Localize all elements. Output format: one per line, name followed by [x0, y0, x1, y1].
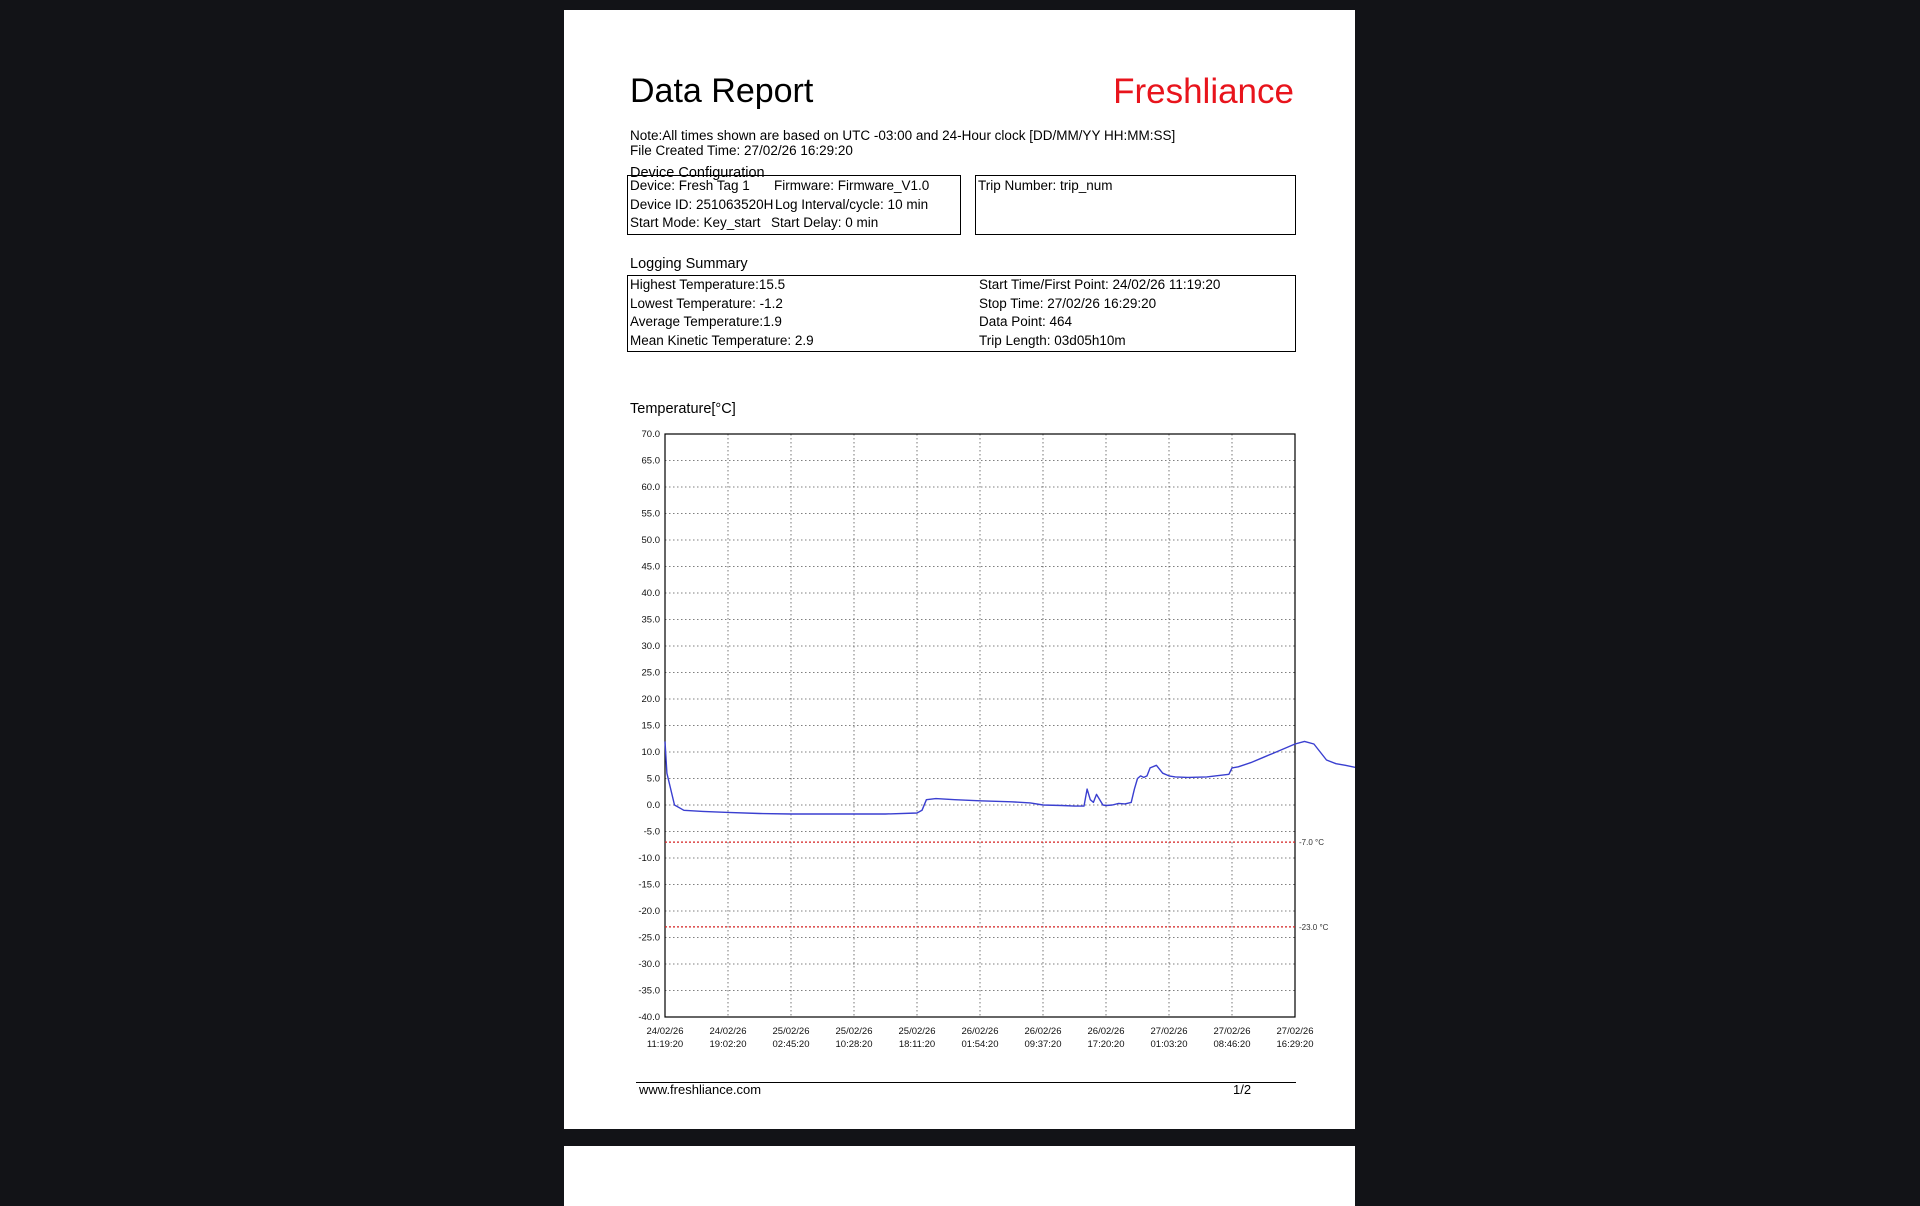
y-tick-label: 70.0 — [642, 429, 661, 440]
chart-ylabel: Temperature[°C] — [630, 401, 736, 417]
x-tick-time: 17:20:20 — [1088, 1039, 1125, 1050]
x-tick-date: 26/02/26 — [1088, 1026, 1125, 1037]
limit-label: -7.0 °C — [1299, 838, 1324, 847]
x-tick-date: 26/02/26 — [1025, 1026, 1062, 1037]
y-tick-label: 30.0 — [642, 641, 661, 652]
temperature-chart: 70.0 65.0 60.0 55.0 50.0 45.0 40.0 35.0 30.0 25.0… — [638, 429, 1355, 1050]
x-tick-date: 27/02/26 — [1151, 1026, 1188, 1037]
y-tick-label: -15.0 — [638, 880, 660, 891]
x-tick-date: 25/02/26 — [836, 1026, 873, 1037]
x-tick-time: 01:54:20 — [962, 1039, 999, 1050]
mean-kinetic-temperature: Mean Kinetic Temperature: 2.9 — [630, 333, 814, 348]
report-page: Data Report Freshliance Note:All times s… — [564, 10, 1355, 1129]
y-tick-label: 50.0 — [642, 535, 661, 546]
x-tick-time: 18:11:20 — [899, 1039, 935, 1050]
x-tick-time: 11:19:20 — [647, 1039, 683, 1050]
stop-time: Stop Time: 27/02/26 16:29:20 — [979, 296, 1157, 311]
highest-temperature: Highest Temperature:15.5 — [630, 277, 786, 292]
data-point: Data Point: 464 — [979, 314, 1073, 329]
limit-label: -23.0 °C — [1299, 923, 1329, 932]
x-tick-date: 27/02/26 — [1214, 1026, 1251, 1037]
footer-divider — [636, 1082, 1296, 1083]
x-tick-date: 24/02/26 — [710, 1026, 747, 1037]
y-tick-label: 60.0 — [642, 482, 661, 493]
plot-frame — [664, 433, 1296, 1018]
y-tick-label: -10.0 — [638, 853, 660, 864]
page-number: 1/2 — [1233, 1082, 1252, 1097]
brand-logo-text: Freshliance — [1113, 72, 1294, 111]
y-tick-label: 65.0 — [642, 456, 661, 467]
y-tick-label: 40.0 — [642, 588, 661, 599]
lowest-temperature: Lowest Temperature: -1.2 — [630, 296, 783, 311]
y-tick-label: -5.0 — [644, 827, 660, 838]
logging-summary-box: Highest Temperature:15.5 Lowest Temperat… — [627, 275, 1296, 352]
y-tick-label: -40.0 — [638, 1012, 660, 1023]
x-tick-date: 27/02/26 — [1277, 1026, 1314, 1037]
y-tick-label: 25.0 — [642, 668, 661, 679]
trip-number: Trip Number: trip_num — [978, 178, 1113, 193]
start-delay: Start Delay: 0 min — [771, 215, 879, 230]
start-time: Start Time/First Point: 24/02/26 11:19:2… — [979, 277, 1221, 292]
y-tick-label: -25.0 — [638, 933, 660, 944]
x-tick-date: 26/02/26 — [962, 1026, 999, 1037]
temperature-series-line — [664, 740, 1355, 815]
device-config-box: Device: Fresh Tag 1 Firmware: Firmware_V… — [627, 175, 961, 235]
x-tick-time: 10:28:20 — [836, 1039, 873, 1050]
y-tick-label: 5.0 — [647, 774, 660, 785]
y-tick-label: 0.0 — [647, 800, 660, 811]
timezone-note: Note:All times shown are based on UTC -0… — [630, 128, 1176, 143]
x-tick-date: 25/02/26 — [899, 1026, 936, 1037]
start-mode: Start Mode: Key_start — [630, 215, 761, 230]
y-tick-label: 45.0 — [642, 562, 661, 573]
footer-url[interactable]: www.freshliance.com — [639, 1082, 762, 1097]
x-tick-time: 16:29:20 — [1277, 1039, 1314, 1050]
x-tick-time: 09:37:20 — [1025, 1039, 1062, 1050]
y-tick-label: 20.0 — [642, 694, 661, 705]
log-interval: Log Interval/cycle: 10 min — [775, 197, 929, 212]
file-created-time: File Created Time: 27/02/26 16:29:20 — [630, 143, 853, 158]
y-tick-label: 35.0 — [642, 615, 661, 626]
logging-summary-heading: Logging Summary — [630, 256, 748, 272]
y-tick-label: -20.0 — [638, 906, 660, 917]
x-tick-time: 08:46:20 — [1214, 1039, 1251, 1050]
y-tick-label: -35.0 — [638, 986, 660, 997]
y-tick-label: -30.0 — [638, 959, 660, 970]
device-config-heading: Device Configuration — [630, 165, 765, 181]
trip-length: Trip Length: 03d05h10m — [979, 333, 1126, 348]
y-tick-label: 55.0 — [642, 509, 661, 520]
x-tick-time: 02:45:20 — [773, 1039, 810, 1050]
x-tick-time: 01:03:20 — [1151, 1039, 1188, 1050]
device-name: Device: Fresh Tag 1 — [630, 178, 750, 193]
x-tick-time: 19:02:20 — [710, 1039, 747, 1050]
trip-box: Trip Number: trip_num — [975, 175, 1296, 235]
y-tick-label: 10.0 — [642, 747, 661, 758]
report-title: Data Report — [630, 72, 814, 110]
next-page — [564, 1146, 1355, 1206]
average-temperature: Average Temperature:1.9 — [630, 314, 782, 329]
x-tick-date: 24/02/26 — [647, 1026, 684, 1037]
firmware: Firmware: Firmware_V1.0 — [774, 178, 930, 193]
device-id: Device ID: 251063520H — [630, 197, 774, 212]
y-tick-label: 15.0 — [642, 721, 661, 732]
x-tick-date: 25/02/26 — [773, 1026, 810, 1037]
